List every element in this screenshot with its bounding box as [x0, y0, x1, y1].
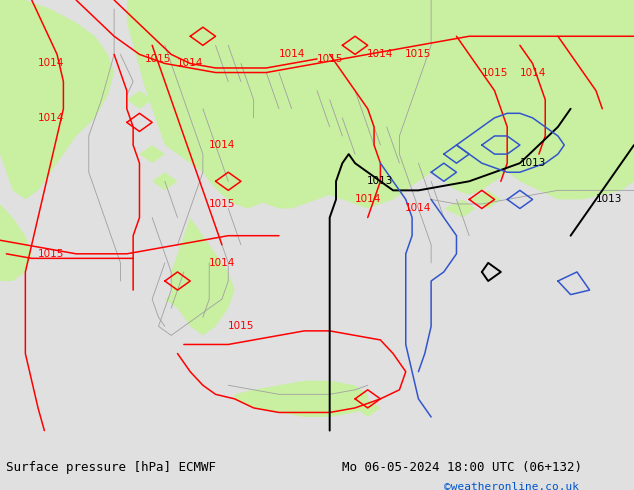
Polygon shape: [165, 290, 190, 308]
Polygon shape: [355, 399, 380, 417]
Text: 1015: 1015: [37, 249, 64, 259]
Polygon shape: [361, 91, 393, 109]
Text: 1014: 1014: [37, 58, 64, 69]
Text: 1015: 1015: [316, 54, 343, 64]
Polygon shape: [228, 82, 254, 99]
Polygon shape: [241, 154, 266, 172]
Text: 1014: 1014: [209, 140, 235, 150]
Text: 1013: 1013: [595, 195, 622, 204]
Text: 1014: 1014: [519, 68, 546, 77]
Polygon shape: [190, 281, 216, 299]
Polygon shape: [342, 118, 368, 136]
Polygon shape: [406, 163, 431, 181]
Text: 1014: 1014: [354, 195, 381, 204]
Polygon shape: [469, 191, 501, 209]
Polygon shape: [6, 99, 32, 122]
Polygon shape: [127, 0, 634, 209]
Polygon shape: [393, 136, 418, 154]
Polygon shape: [152, 172, 178, 191]
Text: 1015: 1015: [145, 54, 172, 64]
Polygon shape: [482, 163, 507, 181]
Text: 1015: 1015: [228, 321, 254, 331]
Text: 1015: 1015: [481, 68, 508, 77]
Polygon shape: [139, 145, 165, 163]
Polygon shape: [266, 163, 292, 181]
Text: 1014: 1014: [405, 203, 432, 214]
Polygon shape: [317, 154, 342, 172]
Polygon shape: [507, 154, 533, 172]
Polygon shape: [0, 204, 32, 281]
Text: 1013: 1013: [519, 158, 546, 168]
Polygon shape: [235, 381, 368, 417]
Text: 1014: 1014: [37, 113, 64, 123]
Text: 1014: 1014: [367, 49, 394, 59]
Text: Surface pressure [hPa] ECMWF: Surface pressure [hPa] ECMWF: [6, 461, 216, 474]
Polygon shape: [330, 136, 355, 154]
Text: Mo 06-05-2024 18:00 UTC (06+132): Mo 06-05-2024 18:00 UTC (06+132): [342, 461, 583, 474]
Text: 1014: 1014: [209, 258, 235, 268]
Text: 1014: 1014: [177, 58, 204, 69]
Text: 1013: 1013: [367, 176, 394, 186]
Polygon shape: [279, 82, 304, 99]
Polygon shape: [127, 91, 152, 109]
Polygon shape: [533, 136, 558, 154]
Text: 1014: 1014: [278, 49, 305, 59]
Polygon shape: [171, 122, 266, 209]
Text: ©weatheronline.co.uk: ©weatheronline.co.uk: [444, 482, 579, 490]
Polygon shape: [292, 181, 317, 199]
Text: 1015: 1015: [209, 199, 235, 209]
Text: 1015: 1015: [405, 49, 432, 59]
Polygon shape: [171, 218, 235, 335]
Polygon shape: [0, 0, 114, 199]
Polygon shape: [444, 199, 476, 218]
